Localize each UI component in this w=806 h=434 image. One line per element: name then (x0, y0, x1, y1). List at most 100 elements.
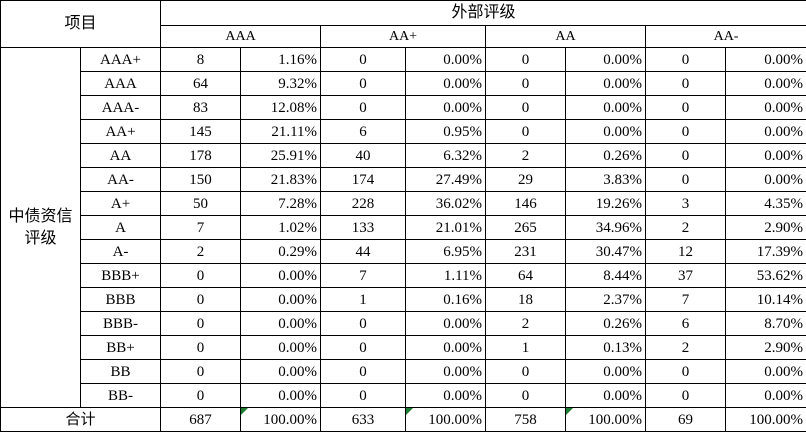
count-cell: 146 (485, 191, 567, 216)
percent-cell: 0.95% (405, 119, 487, 144)
percent-cell: 0.00% (405, 335, 487, 360)
percent-cell: 34.96% (565, 215, 647, 240)
count-cell: 12 (645, 239, 727, 264)
count-cell: 1 (485, 335, 567, 360)
count-cell: 44 (320, 239, 407, 264)
count-cell: 0 (485, 119, 567, 144)
data-row: AA- 150 21.83% 174 27.49% 29 3.83% 0 0.00% (1, 167, 806, 192)
percent-cell: 25.91% (240, 143, 322, 168)
count-cell: 7 (320, 263, 407, 288)
percent-cell: 0.00% (725, 383, 806, 408)
rating-label: BBB+ (79, 263, 162, 288)
percent-cell: 0.00% (240, 383, 322, 408)
header-row: 项目 外部评级 (0, 0, 806, 48)
count-cell: 2 (485, 311, 567, 336)
data-row: AAA- 83 12.08% 0 0.00% 0 0.00% 0 0.00% (1, 95, 806, 120)
rating-label: AA (79, 143, 162, 168)
count-cell: 0 (160, 383, 242, 408)
total-percent: 100.00% (240, 407, 322, 432)
corner-header: 项目 (0, 0, 162, 48)
percent-cell: 2.90% (725, 335, 806, 360)
percent-cell: 1.02% (240, 215, 322, 240)
count-cell: 145 (160, 119, 242, 144)
percent-cell: 0.00% (725, 359, 806, 384)
percent-cell: 2.90% (725, 215, 806, 240)
percent-cell: 0.00% (240, 359, 322, 384)
count-cell: 0 (645, 71, 727, 96)
rating-label: BBB (79, 287, 162, 312)
count-cell: 29 (485, 167, 567, 192)
data-row: BB+ 0 0.00% 0 0.00% 1 0.13% 2 2.90% (1, 335, 806, 360)
count-cell: 174 (320, 167, 407, 192)
count-cell: 6 (645, 311, 727, 336)
data-row: A+ 50 7.28% 228 36.02% 146 19.26% 3 4.35% (1, 191, 806, 216)
data-row: BBB- 0 0.00% 0 0.00% 2 0.26% 6 8.70% (1, 311, 806, 336)
count-cell: 0 (645, 47, 727, 72)
percent-cell: 0.00% (565, 95, 647, 120)
percent-cell: 21.01% (405, 215, 487, 240)
percent-cell: 0.00% (565, 359, 647, 384)
count-cell: 0 (160, 359, 242, 384)
percent-cell: 0.00% (405, 383, 487, 408)
percent-cell: 0.29% (240, 239, 322, 264)
count-cell: 0 (645, 167, 727, 192)
rating-label: AA+ (79, 119, 162, 144)
count-cell: 0 (320, 335, 407, 360)
data-row: AA 178 25.91% 40 6.32% 2 0.26% 0 0.00% (1, 143, 806, 168)
total-count: 758 (485, 407, 567, 432)
data-row: A- 2 0.29% 44 6.95% 231 30.47% 12 17.39% (1, 239, 806, 264)
group-name: AA (485, 25, 647, 48)
rating-label: A (79, 215, 162, 240)
percent-cell: 53.62% (725, 263, 806, 288)
percent-cell: 0.16% (405, 287, 487, 312)
percent-cell: 27.49% (405, 167, 487, 192)
group-name: AAA (160, 25, 322, 48)
count-cell: 178 (160, 143, 242, 168)
count-cell: 7 (160, 215, 242, 240)
count-cell: 0 (160, 311, 242, 336)
data-row: BBB 0 0.00% 1 0.16% 18 2.37% 7 10.14% (1, 287, 806, 312)
percent-cell: 8.70% (725, 311, 806, 336)
percent-cell: 6.95% (405, 239, 487, 264)
count-cell: 0 (485, 95, 567, 120)
count-cell: 64 (485, 263, 567, 288)
rating-label: A+ (79, 191, 162, 216)
count-cell: 6 (320, 119, 407, 144)
count-cell: 7 (645, 287, 727, 312)
rating-label: AAA (79, 71, 162, 96)
percent-cell: 9.32% (240, 71, 322, 96)
percent-cell: 0.00% (725, 167, 806, 192)
count-cell: 0 (320, 359, 407, 384)
total-label: 合计 (0, 407, 162, 432)
count-cell: 2 (160, 239, 242, 264)
data-row: AA+ 145 21.11% 6 0.95% 0 0.00% 0 0.00% (1, 119, 806, 144)
percent-cell: 0.26% (565, 311, 647, 336)
total-count: 687 (160, 407, 242, 432)
rating-label: AAA- (79, 95, 162, 120)
percent-cell: 0.00% (405, 47, 487, 72)
percent-cell: 0.00% (405, 71, 487, 96)
count-cell: 150 (160, 167, 242, 192)
percent-cell: 2.37% (565, 287, 647, 312)
rating-label: A- (79, 239, 162, 264)
count-cell: 228 (320, 191, 407, 216)
total-percent: 100.00% (565, 407, 647, 432)
count-cell: 0 (485, 359, 567, 384)
count-cell: 0 (320, 95, 407, 120)
count-cell: 0 (645, 119, 727, 144)
count-cell: 231 (485, 239, 567, 264)
data-row: AAA 64 9.32% 0 0.00% 0 0.00% 0 0.00% (1, 71, 806, 96)
percent-cell: 0.00% (405, 95, 487, 120)
rating-label: BB- (79, 383, 162, 408)
data-row: BB 0 0.00% 0 0.00% 0 0.00% 0 0.00% (1, 359, 806, 384)
percent-cell: 0.00% (725, 71, 806, 96)
data-row: BB- 0 0.00% 0 0.00% 0 0.00% 0 0.00% (1, 383, 806, 408)
count-cell: 1 (320, 287, 407, 312)
count-cell: 0 (320, 311, 407, 336)
percent-cell: 0.00% (240, 263, 322, 288)
count-cell: 0 (645, 359, 727, 384)
percent-cell: 12.08% (240, 95, 322, 120)
percent-cell: 0.00% (725, 119, 806, 144)
percent-cell: 6.32% (405, 143, 487, 168)
